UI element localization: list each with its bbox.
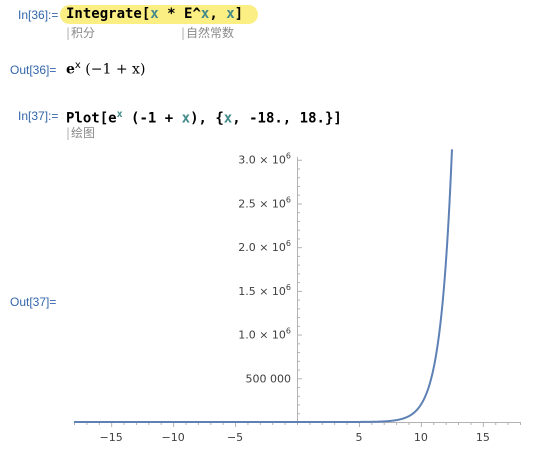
hint-text: 绘图 xyxy=(71,126,96,140)
y-tick-label: 500 000 xyxy=(246,372,292,385)
range: , -18., 18.}] xyxy=(232,110,342,127)
x-tick-label: 5 xyxy=(355,431,362,444)
exponential-e: e xyxy=(108,110,117,127)
bracket: [ xyxy=(141,6,151,22)
hint-text: 积分 xyxy=(71,26,96,40)
plot-ticks xyxy=(74,159,521,427)
variable: x xyxy=(181,110,191,127)
term: −1 xyxy=(90,61,112,78)
plot-curve xyxy=(74,149,453,423)
y-tick-label: 2.5 × 106 xyxy=(238,195,291,210)
y-tick-label: 2.0 × 106 xyxy=(238,239,291,254)
input-label-37: In[37]:= xyxy=(18,109,59,123)
exponent: x xyxy=(116,109,123,120)
input-cell-36[interactable]: Integrate[x * E^x, x] xyxy=(66,5,243,23)
exponent: x xyxy=(74,60,81,71)
exponential-e: e xyxy=(66,61,75,78)
plot-axes xyxy=(74,157,520,423)
expression: ), { xyxy=(190,110,224,127)
expression: (-1 + xyxy=(122,110,182,127)
function-name: Plot xyxy=(66,110,100,127)
variable: x xyxy=(223,110,233,127)
operator: * xyxy=(158,6,185,22)
variable: x xyxy=(226,6,235,22)
output-cell-36[interactable]: ex (−1 + x) xyxy=(66,60,145,78)
output-label-37: Out[37]= xyxy=(10,295,57,309)
separator: , xyxy=(209,6,227,22)
operator: + xyxy=(111,61,133,78)
y-tick-label: 1.0 × 106 xyxy=(238,327,291,342)
x-tick-label: −5 xyxy=(227,431,243,444)
plot-tick-labels: −15 −10 −5 5 10 15 500 000 1.0 × 106 1.5 × 106 2.… xyxy=(100,152,490,444)
function-name: Integrate xyxy=(66,6,142,22)
input-label-36: In[36]:= xyxy=(18,8,59,22)
paren: ) xyxy=(139,61,146,78)
variable: x xyxy=(150,6,159,22)
input-cell-37[interactable]: Plot[ex (-1 + x), {x, -18., 18.}] xyxy=(66,106,342,128)
paren: ( xyxy=(80,61,91,78)
y-tick-label: 1.5 × 106 xyxy=(238,283,291,298)
selection-highlight xyxy=(60,5,258,24)
x-tick-label: 15 xyxy=(476,431,490,444)
bracket: ] xyxy=(234,6,244,22)
hint-plot[interactable]: |绘图 xyxy=(66,126,96,140)
bracket: [ xyxy=(99,110,109,127)
x-tick-label: −10 xyxy=(162,431,185,444)
x-tick-label: 10 xyxy=(414,431,428,444)
y-tick-label: 3.0 × 106 xyxy=(238,152,291,167)
variable: x xyxy=(132,61,140,78)
x-tick-label: −15 xyxy=(100,431,123,444)
constant: E xyxy=(184,6,193,22)
output-label-36: Out[36]= xyxy=(10,63,57,77)
hint-text: 自然常数 xyxy=(186,26,235,40)
hint-integrate[interactable]: |积分 xyxy=(66,26,96,40)
hint-exp[interactable]: |自然常数 xyxy=(181,26,235,40)
operator: ^ xyxy=(192,6,201,22)
variable: x xyxy=(200,6,210,22)
